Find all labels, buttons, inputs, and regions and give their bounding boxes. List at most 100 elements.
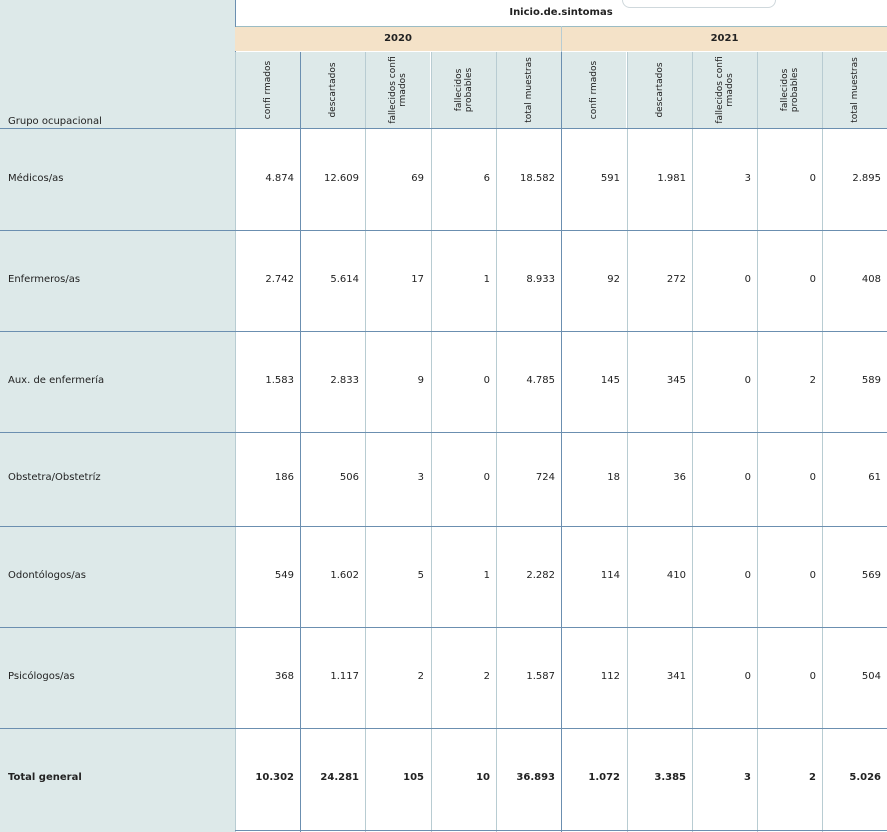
table-cell: 0 — [809, 273, 816, 285]
table-cell: 186 — [274, 472, 294, 483]
total-cell: 10.302 — [255, 772, 294, 783]
column-gridline — [300, 52, 301, 832]
table-cell: 2 — [809, 374, 816, 386]
table-cell: 17 — [411, 273, 424, 285]
table-cell: 345 — [666, 374, 686, 386]
table-cell: 0 — [483, 472, 490, 483]
total-cell: 2 — [809, 772, 816, 783]
table-cell: 18 — [607, 472, 620, 483]
row-label: Médicos/as — [8, 172, 64, 184]
column-gridline — [627, 52, 628, 832]
total-cell: 24.281 — [320, 772, 359, 783]
table-cell: 1 — [483, 273, 490, 285]
table-cell: 549 — [274, 569, 294, 581]
table-cell: 8.933 — [526, 273, 555, 285]
column-header: confi rmados — [236, 52, 300, 128]
row-gridline — [235, 728, 887, 729]
row-label-column — [0, 0, 235, 832]
table-cell: 0 — [809, 472, 816, 483]
table-cell: 1.117 — [330, 670, 359, 682]
table-cell: 589 — [861, 374, 881, 386]
column-header: fallecidos probables — [432, 52, 496, 128]
row-gridline — [235, 627, 887, 628]
column-header-text: fallecidos confi rmados — [388, 56, 408, 124]
row-gridline — [235, 230, 887, 231]
table-cell: 2 — [417, 670, 424, 682]
table-cell: 92 — [607, 273, 620, 285]
table-cell: 1 — [483, 569, 490, 581]
table-cell: 5 — [417, 569, 424, 581]
column-gridline — [496, 52, 497, 832]
column-gridline — [692, 52, 693, 832]
total-row-label: Total general — [8, 772, 82, 783]
row-gridline — [235, 331, 887, 332]
table-cell: 2 — [483, 670, 490, 682]
table-title: Inicio.de.sintomas — [509, 7, 613, 18]
total-cell: 36.893 — [516, 772, 555, 783]
column-header-text: total muestras — [524, 57, 534, 123]
table-cell: 4.785 — [526, 374, 555, 386]
year-separator — [561, 26, 562, 52]
table-cell: 114 — [600, 569, 620, 581]
year-header-2021: 2021 — [562, 27, 887, 51]
table-cell: 0 — [744, 569, 751, 581]
table-cell: 1.602 — [330, 569, 359, 581]
column-header: total muestras — [823, 52, 887, 128]
column-header-text: confi rmados — [263, 60, 273, 120]
table-cell: 1.583 — [265, 374, 294, 386]
table-cell: 145 — [600, 374, 620, 386]
total-cell: 3.385 — [654, 772, 686, 783]
table-cell: 724 — [535, 472, 555, 483]
table-cell: 0 — [744, 273, 751, 285]
column-gridline — [757, 52, 758, 832]
column-header-text: confi rmados — [589, 60, 599, 120]
column-gridline — [822, 52, 823, 832]
total-cell: 105 — [403, 772, 424, 783]
table-cell: 61 — [868, 472, 881, 483]
table-cell: 272 — [666, 273, 686, 285]
table-cell: 2.833 — [330, 374, 359, 386]
row-gridline — [235, 128, 887, 129]
table-cell: 0 — [744, 374, 751, 386]
column-header: total muestras — [497, 52, 561, 128]
table-cell: 1.981 — [657, 172, 686, 184]
row-gridline-left — [0, 230, 235, 231]
table-cell: 0 — [744, 472, 751, 483]
bottom-gridline — [235, 830, 887, 831]
column-header: descartados — [301, 52, 365, 128]
row-label: Enfermeros/as — [8, 273, 81, 285]
table-cell: 569 — [861, 569, 881, 581]
table-cell: 5.614 — [330, 273, 359, 285]
table-cell: 368 — [274, 670, 294, 682]
table-cell: 18.582 — [520, 172, 555, 184]
table-cell: 3 — [744, 172, 751, 184]
year-header-2020: 2020 — [235, 27, 561, 51]
column-gridline — [561, 52, 562, 832]
column-header-text: descartados — [328, 62, 338, 118]
column-header: fallecidos confi rmados — [366, 52, 430, 128]
column-header: confi rmados — [562, 52, 626, 128]
row-gridline — [235, 526, 887, 527]
column-header-text: fallecidos probables — [454, 67, 474, 113]
row-label: Aux. de enfermería — [8, 374, 105, 386]
row-gridline — [235, 432, 887, 433]
total-cell: 10 — [476, 772, 490, 783]
column-header-text: fallecidos confi rmados — [715, 56, 735, 124]
table-cell: 6 — [483, 172, 490, 184]
table-cell: 0 — [809, 670, 816, 682]
column-gridline — [365, 52, 366, 832]
total-cell: 3 — [744, 772, 751, 783]
row-label: Obstetra/Obstetríz — [8, 472, 101, 483]
table-cell: 69 — [411, 172, 424, 184]
row-gridline-left — [0, 728, 235, 729]
table-cell: 0 — [483, 374, 490, 386]
table-cell: 2.742 — [265, 273, 294, 285]
table-cell: 591 — [600, 172, 620, 184]
table-cell: 36 — [673, 472, 686, 483]
table-cell: 506 — [339, 472, 359, 483]
column-header: descartados — [628, 52, 692, 128]
column-header: fallecidos probables — [758, 52, 822, 128]
column-header-text: total muestras — [850, 57, 860, 123]
table-cell: 12.609 — [324, 172, 359, 184]
